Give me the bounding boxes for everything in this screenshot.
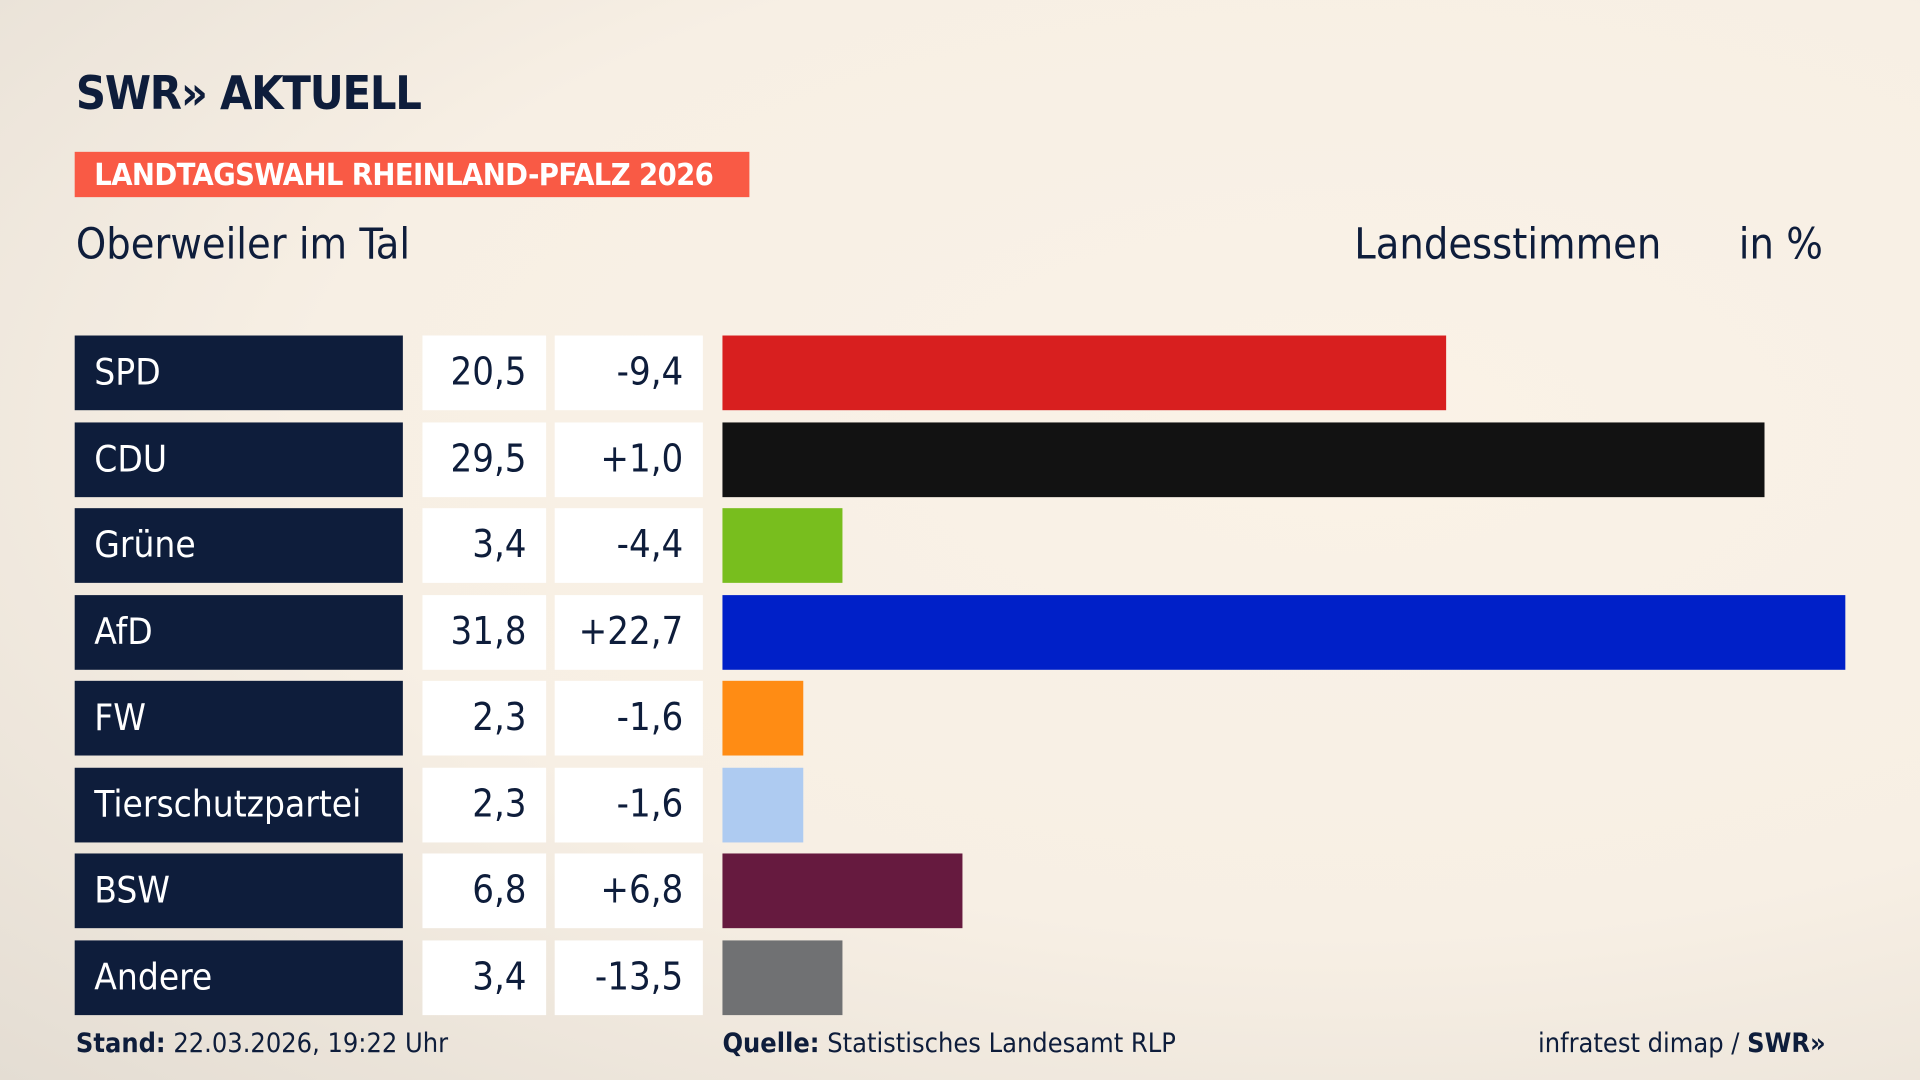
vote-change: +22,7: [554, 594, 703, 670]
vote-change: +1,0: [554, 421, 703, 497]
region-title: Oberweiler im Tal: [75, 220, 411, 270]
source-value: Statistisches Landesamt RLP: [827, 1028, 1176, 1060]
bar-grüne: [722, 508, 843, 583]
bar-cdu: [722, 421, 1765, 497]
swr-aktuell-logo: SWR» AKTUELL: [75, 66, 422, 121]
vote-change: +6,8: [554, 853, 703, 929]
party-name: Grüne: [74, 508, 403, 583]
source: Quelle: Statistisches Landesamt RLP: [722, 1029, 1175, 1060]
party-name: BSW: [74, 853, 403, 929]
timestamp: Stand: 22.03.2026, 19:22 Uhr: [76, 1029, 448, 1060]
bar-tierschutzpartei: [722, 767, 804, 842]
timestamp-value: 22.03.2026, 19:22 Uhr: [173, 1028, 449, 1060]
bar-spd: [722, 335, 1447, 411]
swr-logo: SWR»: [1747, 1028, 1826, 1060]
vote-share: 31,8: [422, 594, 547, 670]
party-name: Andere: [74, 939, 403, 1015]
party-name: FW: [74, 680, 403, 756]
vote-change: -9,4: [554, 335, 703, 411]
party-name: SPD: [74, 335, 403, 411]
bar-andere: [722, 939, 843, 1015]
vote-change: -1,6: [554, 767, 703, 842]
vote-share: 20,5: [422, 335, 547, 411]
bar-afd: [722, 594, 1846, 670]
party-name: AfD: [74, 594, 403, 670]
vote-change: -1,6: [554, 680, 703, 756]
vote-type-label: Landesstimmen: [1354, 220, 1662, 270]
credit: infratest dimap / SWR»: [1538, 1029, 1826, 1060]
timestamp-label: Stand:: [75, 1028, 166, 1060]
vote-share: 2,3: [422, 680, 547, 756]
bar-fw: [722, 680, 804, 756]
vote-share: 6,8: [422, 853, 547, 929]
election-badge: LANDTAGSWAHL RHEINLAND-PFALZ 2026: [74, 151, 750, 198]
vote-share: 29,5: [422, 421, 547, 497]
party-name: Tierschutzpartei: [74, 767, 403, 842]
vote-change: -4,4: [554, 508, 703, 583]
unit-label: in %: [1738, 220, 1823, 270]
vote-share: 3,4: [422, 508, 547, 583]
vote-share: 3,4: [422, 939, 547, 1015]
source-label: Quelle:: [722, 1028, 820, 1060]
bar-bsw: [722, 853, 963, 929]
vote-share: 2,3: [422, 767, 547, 842]
vote-change: -13,5: [554, 939, 703, 1015]
credit-text: infratest dimap /: [1537, 1028, 1748, 1060]
party-name: CDU: [74, 421, 403, 497]
